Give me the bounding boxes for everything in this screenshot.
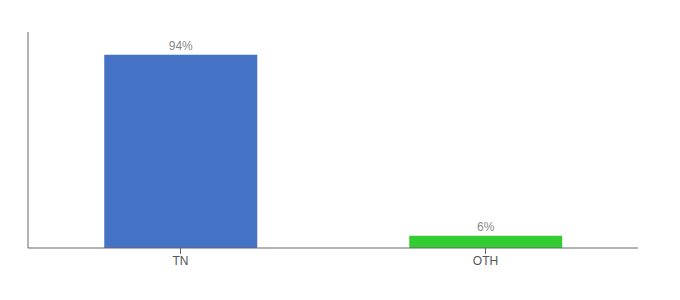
- svg-text:94%: 94%: [169, 39, 193, 53]
- svg-text:OTH: OTH: [473, 254, 498, 268]
- svg-text:6%: 6%: [477, 220, 495, 234]
- svg-text:TN: TN: [173, 254, 189, 268]
